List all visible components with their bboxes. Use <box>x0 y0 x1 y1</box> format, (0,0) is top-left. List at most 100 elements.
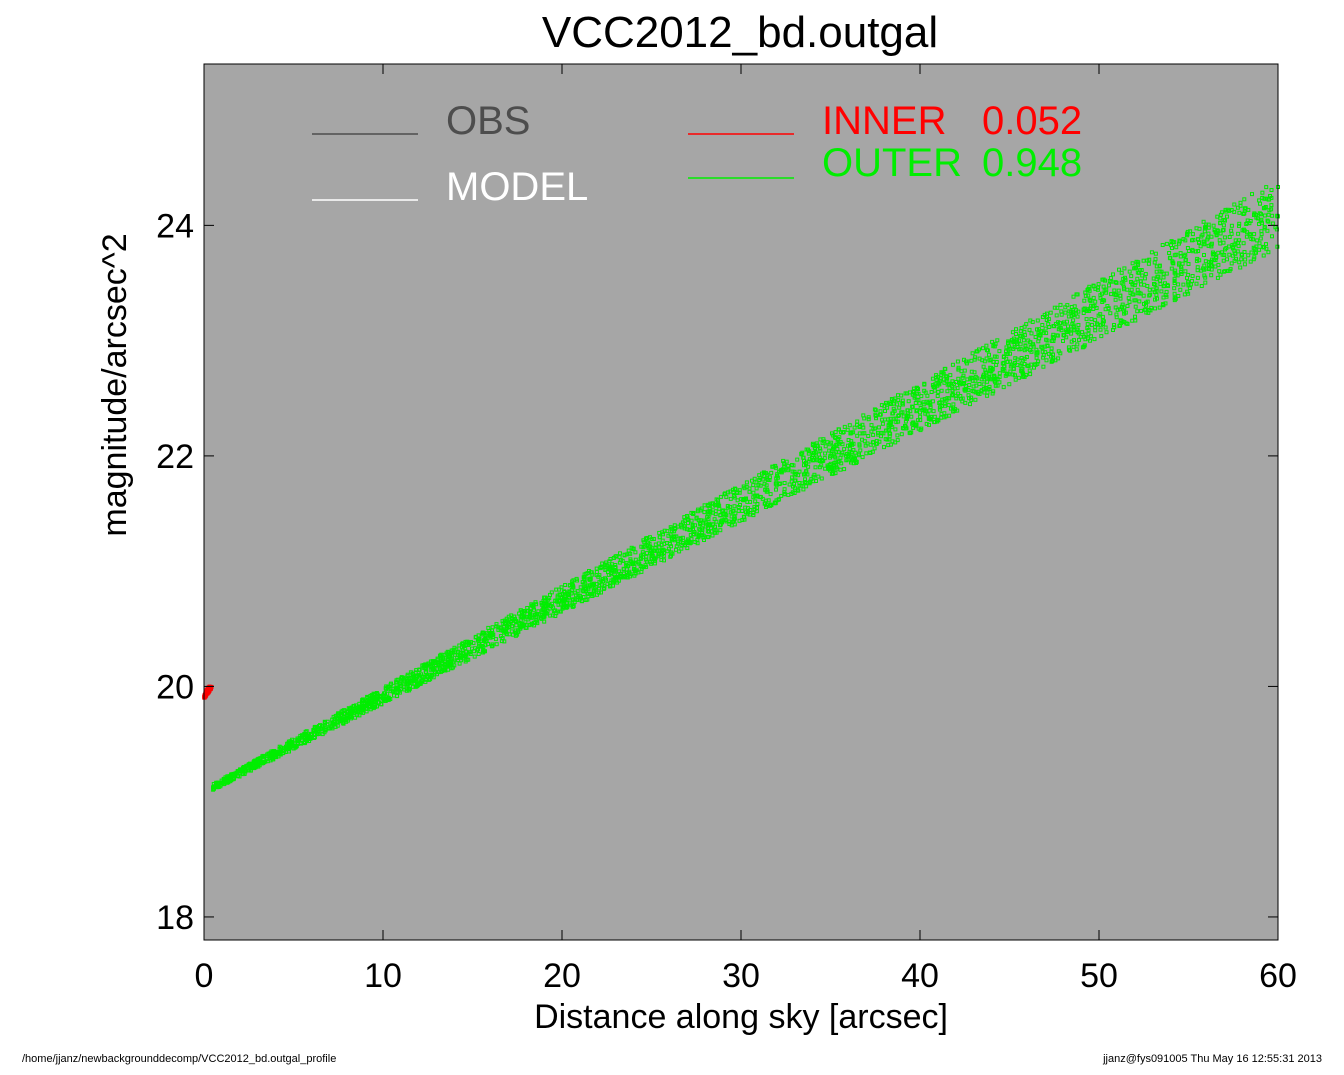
point-outer <box>1223 247 1227 252</box>
point-outer <box>282 746 287 751</box>
point-outer <box>585 597 590 602</box>
point-outer <box>842 424 847 429</box>
point-outer <box>468 652 473 656</box>
point-outer <box>1109 292 1114 297</box>
point-outer <box>679 525 684 530</box>
point-outer <box>918 406 923 410</box>
point-outer <box>570 604 575 609</box>
point-outer <box>869 423 874 428</box>
point-outer <box>1024 322 1029 327</box>
point-outer <box>1086 336 1090 341</box>
point-outer <box>1001 385 1006 390</box>
point-outer <box>734 491 739 495</box>
point-outer <box>517 620 522 625</box>
point-outer <box>696 518 701 523</box>
point-outer <box>997 380 1002 385</box>
y-tick-label: 20 <box>156 668 194 706</box>
point-outer <box>691 511 696 515</box>
point-outer <box>1143 272 1148 276</box>
point-outer <box>851 448 856 452</box>
point-outer <box>645 536 650 541</box>
point-outer <box>1100 300 1105 304</box>
point-outer <box>1020 334 1025 339</box>
point-outer <box>1000 361 1005 366</box>
point-outer <box>997 349 1002 354</box>
point-outer <box>1008 359 1013 364</box>
point-outer <box>961 373 966 378</box>
point-outer <box>526 617 531 622</box>
point-outer <box>751 483 756 488</box>
point-outer <box>1073 311 1078 316</box>
point-outer <box>903 426 908 431</box>
point-outer <box>905 391 910 396</box>
point-outer <box>1245 221 1250 226</box>
point-outer <box>750 478 754 483</box>
point-outer <box>691 532 696 537</box>
point-outer <box>880 421 885 426</box>
point-outer <box>935 394 940 398</box>
point-outer <box>769 470 774 475</box>
point-outer <box>1260 190 1265 195</box>
point-outer <box>1154 288 1159 293</box>
point-outer <box>1206 225 1211 230</box>
point-outer <box>221 780 226 785</box>
point-outer <box>1015 357 1020 362</box>
point-outer <box>1132 298 1137 303</box>
point-outer <box>1207 259 1212 264</box>
point-outer <box>854 461 859 465</box>
point-outer <box>1213 258 1218 263</box>
point-outer <box>751 495 756 500</box>
point-outer <box>823 444 828 449</box>
point-outer <box>502 618 507 623</box>
point-outer <box>1186 283 1191 288</box>
point-outer <box>896 413 901 418</box>
point-outer <box>1232 202 1237 207</box>
point-outer <box>344 716 349 721</box>
point-outer <box>436 659 441 664</box>
point-outer <box>811 451 816 455</box>
point-outer <box>513 618 518 623</box>
point-outer <box>1144 300 1148 305</box>
point-outer <box>314 729 318 734</box>
point-outer <box>944 374 949 379</box>
point-outer <box>599 590 603 595</box>
point-outer <box>1164 271 1169 276</box>
point-outer <box>504 632 509 637</box>
point-outer <box>682 518 687 523</box>
point-outer <box>995 338 1000 343</box>
point-outer <box>467 641 472 646</box>
point-outer <box>579 599 584 603</box>
point-outer <box>871 432 876 437</box>
point-outer <box>827 442 832 447</box>
point-outer <box>1146 261 1151 266</box>
point-outer <box>1139 308 1144 313</box>
point-outer <box>1186 249 1191 253</box>
point-outer <box>1029 362 1034 367</box>
point-outer <box>801 455 806 460</box>
point-outer <box>1040 345 1045 350</box>
point-outer <box>261 754 266 759</box>
point-outer <box>1100 291 1104 296</box>
point-outer <box>915 386 920 391</box>
point-outer <box>424 670 429 675</box>
point-outer <box>1046 351 1051 356</box>
point-outer <box>1152 282 1156 286</box>
point-outer <box>1129 280 1133 284</box>
point-outer <box>1236 231 1241 236</box>
point-outer <box>1165 282 1170 287</box>
point-outer <box>581 582 586 587</box>
point-outer <box>588 583 592 588</box>
point-outer <box>829 448 834 453</box>
point-outer <box>781 468 786 473</box>
point-outer <box>915 391 919 396</box>
point-outer <box>640 552 645 557</box>
point-outer <box>1007 339 1012 344</box>
point-outer <box>1083 290 1088 295</box>
point-outer <box>632 573 637 578</box>
point-outer <box>542 619 547 624</box>
point-outer <box>922 388 927 393</box>
point-outer <box>1072 338 1076 343</box>
point-outer <box>1101 284 1106 289</box>
point-outer <box>1018 342 1023 347</box>
point-outer <box>372 692 377 697</box>
